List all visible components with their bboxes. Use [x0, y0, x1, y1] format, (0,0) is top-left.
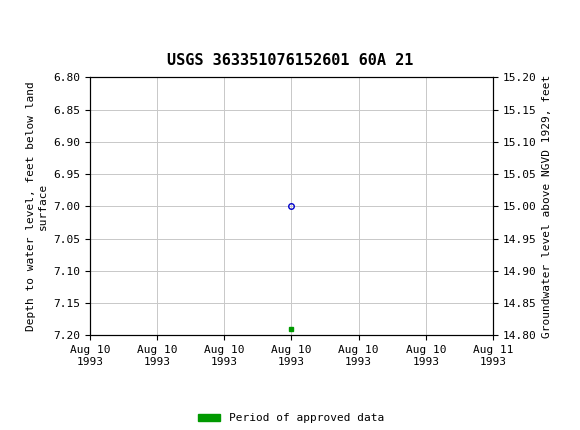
Bar [68, 18, 115, 37]
Text: ⊠: ⊠ [3, 4, 26, 32]
Text: USGS 363351076152601 60A 21: USGS 363351076152601 60A 21 [167, 53, 413, 68]
Bar [10, 0, 57, 18]
Legend: Period of approved data: Period of approved data [194, 409, 389, 428]
Y-axis label: Depth to water level, feet below land
surface: Depth to water level, feet below land su… [26, 82, 48, 331]
Y-axis label: Groundwater level above NGVD 1929, feet: Groundwater level above NGVD 1929, feet [542, 75, 552, 338]
Text: USGS: USGS [42, 9, 97, 27]
